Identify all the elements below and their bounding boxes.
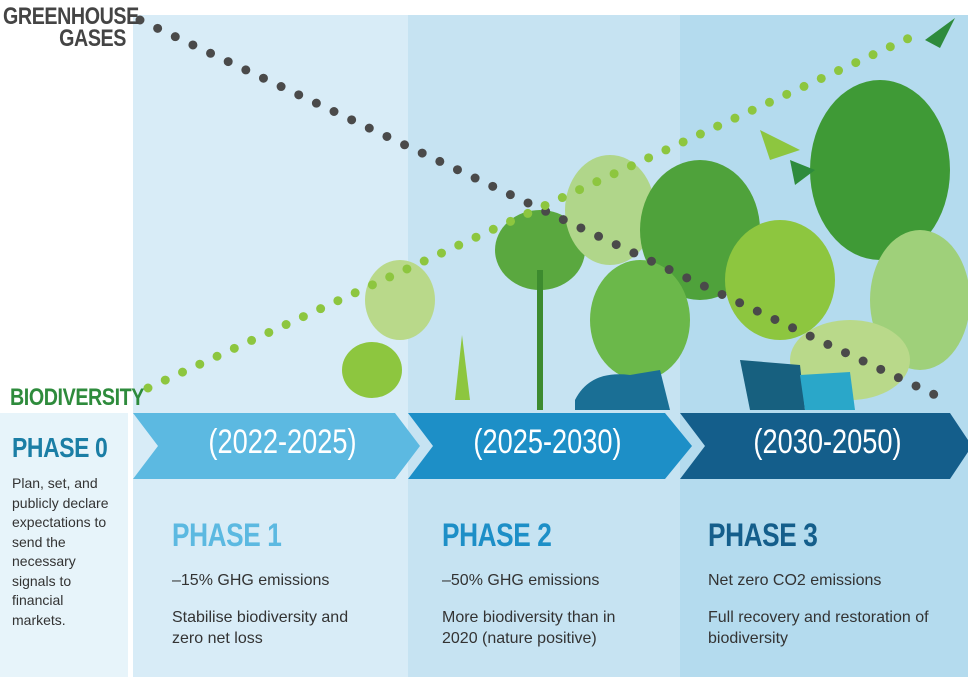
period: (2025-2030) — [438, 423, 658, 462]
infographic: GREENHOUSE GASES BIODIVERSITY PHASE 0 Pl… — [0, 0, 968, 677]
ghg-label: GREENHOUSE GASES — [3, 6, 126, 50]
phase-title: PHASE 3 — [708, 517, 817, 554]
biodiversity-label: BIODIVERSITY — [10, 384, 144, 412]
phase-item: More biodiversity than in 2020 (nature p… — [442, 607, 637, 649]
phase-title: PHASE 1 — [172, 517, 281, 554]
period: (2030-2050) — [718, 423, 938, 462]
phase-text: Plan, set, and publicly declare expectat… — [12, 474, 112, 630]
label-line: GASES — [3, 28, 126, 50]
phase-item: Full recovery and restoration of biodive… — [708, 607, 958, 649]
phase-item: –50% GHG emissions — [442, 570, 642, 591]
phase-title: PHASE 0 — [12, 432, 107, 464]
phase-title: PHASE 2 — [442, 517, 551, 554]
phase-item: Net zero CO2 emissions — [708, 570, 908, 591]
phase-item: Stabilise biodiversity and zero net loss — [172, 607, 357, 649]
phase-item: –15% GHG emissions — [172, 570, 372, 591]
period: (2022-2025) — [173, 423, 393, 462]
